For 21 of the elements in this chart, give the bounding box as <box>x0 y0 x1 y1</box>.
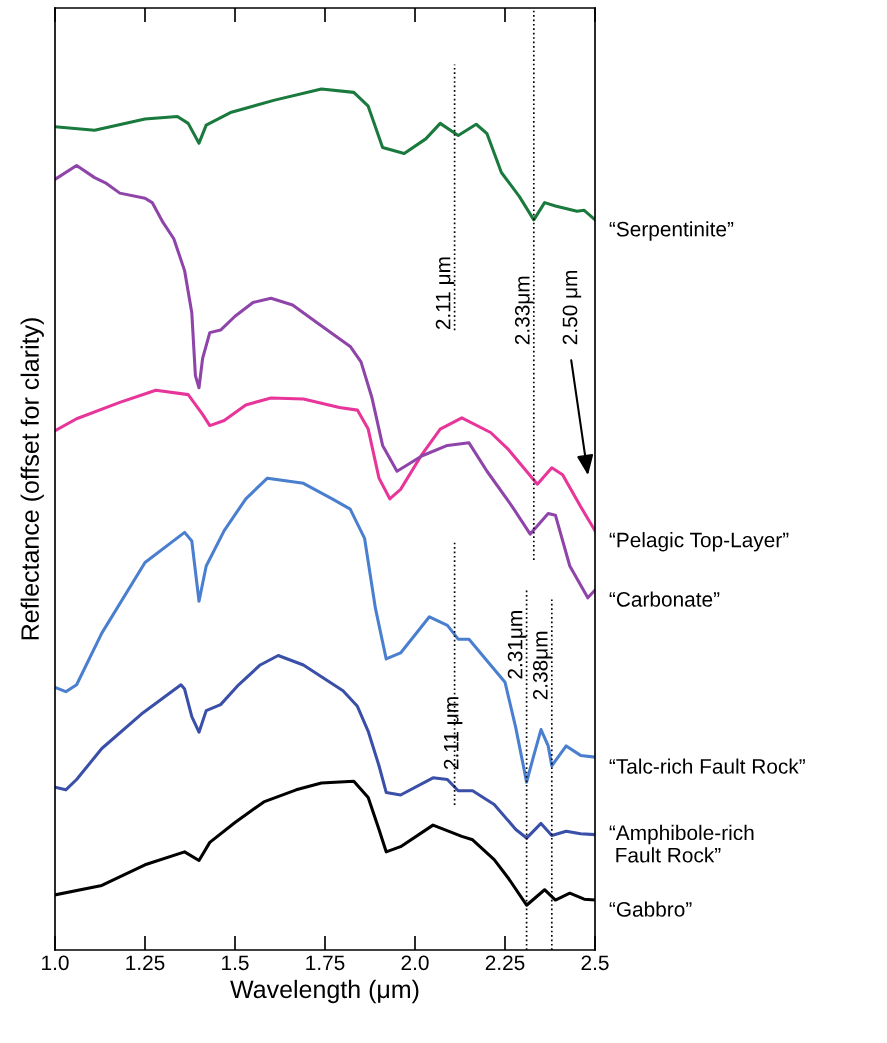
ref-line-label: 2.31μm <box>507 611 527 679</box>
x-axis-title: Wavelength (μm) <box>230 979 419 1004</box>
ref-line-label: 2.11 μm <box>435 257 455 330</box>
x-tick-label: 1.0 <box>42 955 69 971</box>
ref-line-label: 2.33μm <box>514 276 534 345</box>
x-tick-label: 1.25 <box>126 955 165 971</box>
annotation: 2.11 μm <box>443 697 463 770</box>
x-tick-label: 1.75 <box>306 955 345 971</box>
series-label: “Carbonate” <box>609 591 720 607</box>
ref-line-label: 2.38μm <box>532 631 552 700</box>
annotation: 2.50 μm <box>562 270 582 345</box>
x-tick-label: 2.5 <box>581 955 609 971</box>
series-label: “Talc-rich Fault Rock” <box>609 758 805 774</box>
y-axis-title: Reflectance (offset for clarity) <box>20 318 44 640</box>
series-label: “Pelagic Top-Layer” <box>609 532 789 552</box>
x-tick-label: 1.5 <box>222 955 249 971</box>
x-tick-label: 2.25 <box>485 955 525 971</box>
series-label: “Gabbro” <box>609 901 692 917</box>
series-label: “Serpentinite” <box>609 221 734 241</box>
x-tick-label: 2.0 <box>401 955 429 971</box>
series-label: “Amphibole-rich Fault Rock” <box>609 824 754 863</box>
